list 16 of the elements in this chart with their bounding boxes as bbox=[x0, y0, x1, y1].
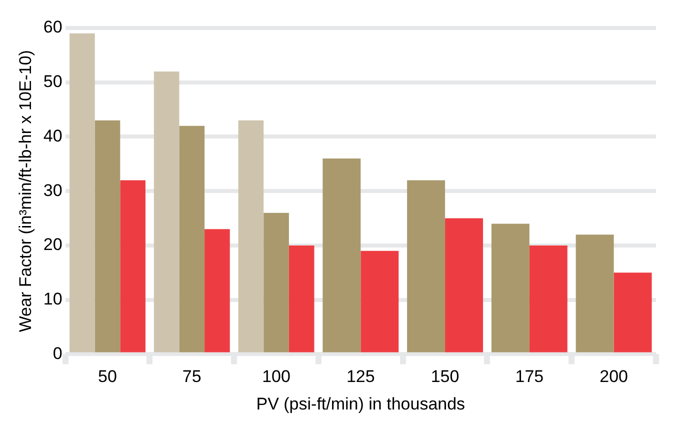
y-tick-label: 40 bbox=[43, 126, 62, 146]
y-axis-title: Wear Factor (in³min/ft-lb-hr x 10E-10) bbox=[16, 50, 35, 332]
y-tick-label: 30 bbox=[43, 180, 62, 200]
x-tick-label: 50 bbox=[98, 367, 117, 386]
y-tick-label: 60 bbox=[43, 18, 62, 37]
y-tick-label: 50 bbox=[43, 72, 62, 92]
x-tick-label: 100 bbox=[262, 367, 290, 386]
y-tick-label: 0 bbox=[52, 344, 62, 363]
x-tick-label: 125 bbox=[346, 367, 375, 386]
x-tick-label: 200 bbox=[600, 367, 628, 386]
y-tick-label: 10 bbox=[43, 290, 62, 309]
x-tick-label: 150 bbox=[430, 367, 460, 386]
y-tick-label: 20 bbox=[43, 235, 62, 254]
x-axis-title: PV (psi-ft/min) in thousands bbox=[256, 394, 466, 414]
x-tick-label: 175 bbox=[515, 367, 544, 386]
x-tick-label: 75 bbox=[182, 367, 202, 386]
